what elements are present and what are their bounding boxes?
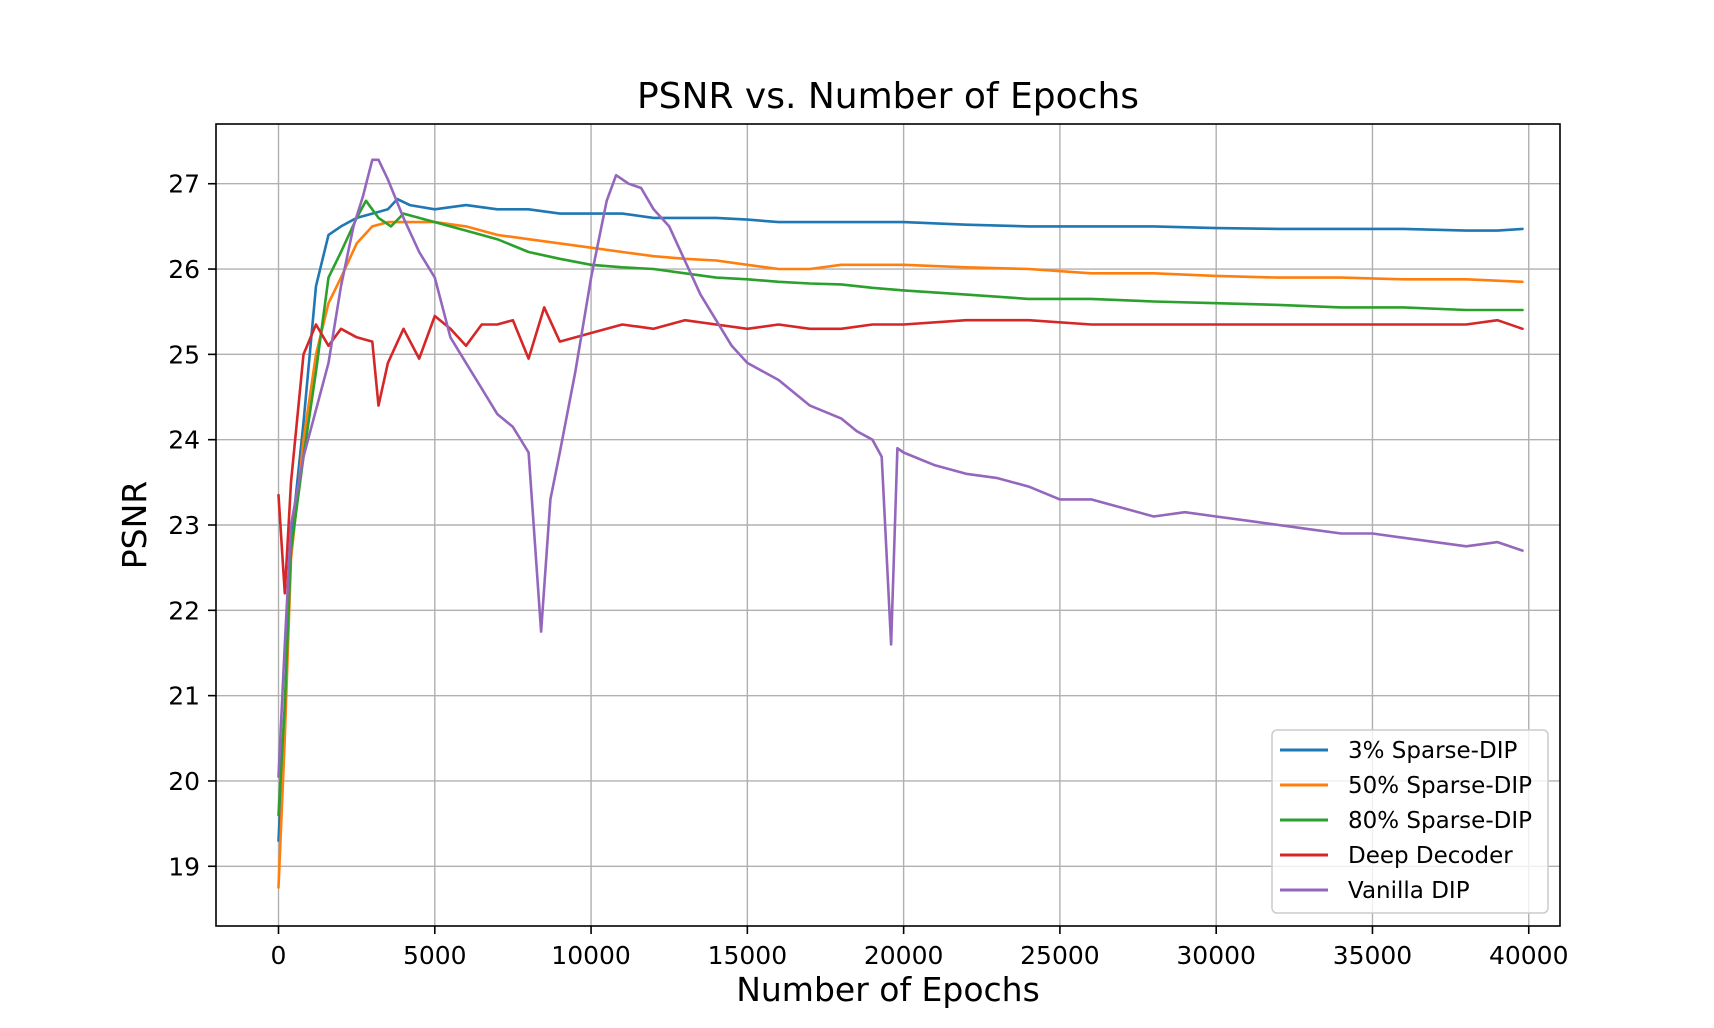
legend-entry: 80% Sparse-DIP	[1280, 808, 1532, 834]
x-tick-label: 5000	[403, 941, 467, 970]
legend-box	[1271, 729, 1549, 914]
series-line-3-sparse-dip	[277, 197, 1524, 842]
legend-label: Vanilla DIP	[1348, 878, 1470, 904]
legend-label: 50% Sparse-DIP	[1348, 773, 1532, 799]
x-tick-label: 35000	[1333, 941, 1413, 970]
gridlines	[216, 124, 1560, 926]
legend-label: Deep Decoder	[1348, 843, 1513, 869]
series-line-50-sparse-dip	[277, 220, 1524, 889]
y-tick-label: 27	[168, 170, 200, 199]
y-axis: 19 20 21 22 23 24 25 26 27	[168, 170, 216, 881]
series-line-vanilla-dip	[277, 158, 1524, 778]
series-line-80-sparse-dip	[277, 199, 1524, 817]
legend: 3% Sparse-DIP 50% Sparse-DIP 80% Sparse-…	[1271, 729, 1549, 914]
y-tick-label: 20	[168, 767, 200, 796]
x-axis: 0 5000 10000 15000 20000 25000 30000 35000 40000	[271, 926, 1569, 970]
x-tick-label: 30000	[1176, 941, 1256, 970]
series-line-deep-decoder	[277, 306, 1524, 595]
series-layer	[277, 158, 1524, 889]
legend-entry: Vanilla DIP	[1280, 878, 1470, 904]
y-tick-label: 26	[168, 255, 200, 284]
y-tick-label: 19	[168, 852, 200, 881]
x-tick-label: 20000	[864, 941, 944, 970]
x-tick-label: 25000	[1020, 941, 1100, 970]
x-tick-label: 40000	[1489, 941, 1569, 970]
chart-title: PSNR vs. Number of Epochs	[637, 76, 1139, 117]
y-tick-label: 21	[168, 682, 200, 711]
y-tick-label: 22	[168, 596, 200, 625]
y-tick-label: 23	[168, 511, 200, 540]
y-tick-label: 24	[168, 426, 200, 455]
y-axis-label: PSNR	[115, 481, 154, 569]
x-tick-label: 15000	[708, 941, 788, 970]
x-axis-label: Number of Epochs	[736, 970, 1040, 1009]
legend-entry: 50% Sparse-DIP	[1280, 773, 1532, 799]
x-tick-label: 10000	[551, 941, 631, 970]
y-tick-label: 25	[168, 340, 200, 369]
legend-entry: 3% Sparse-DIP	[1280, 738, 1517, 764]
legend-label: 80% Sparse-DIP	[1348, 808, 1532, 834]
legend-entry: Deep Decoder	[1280, 843, 1513, 869]
legend-label: 3% Sparse-DIP	[1348, 738, 1517, 764]
x-tick-label: 0	[271, 941, 287, 970]
